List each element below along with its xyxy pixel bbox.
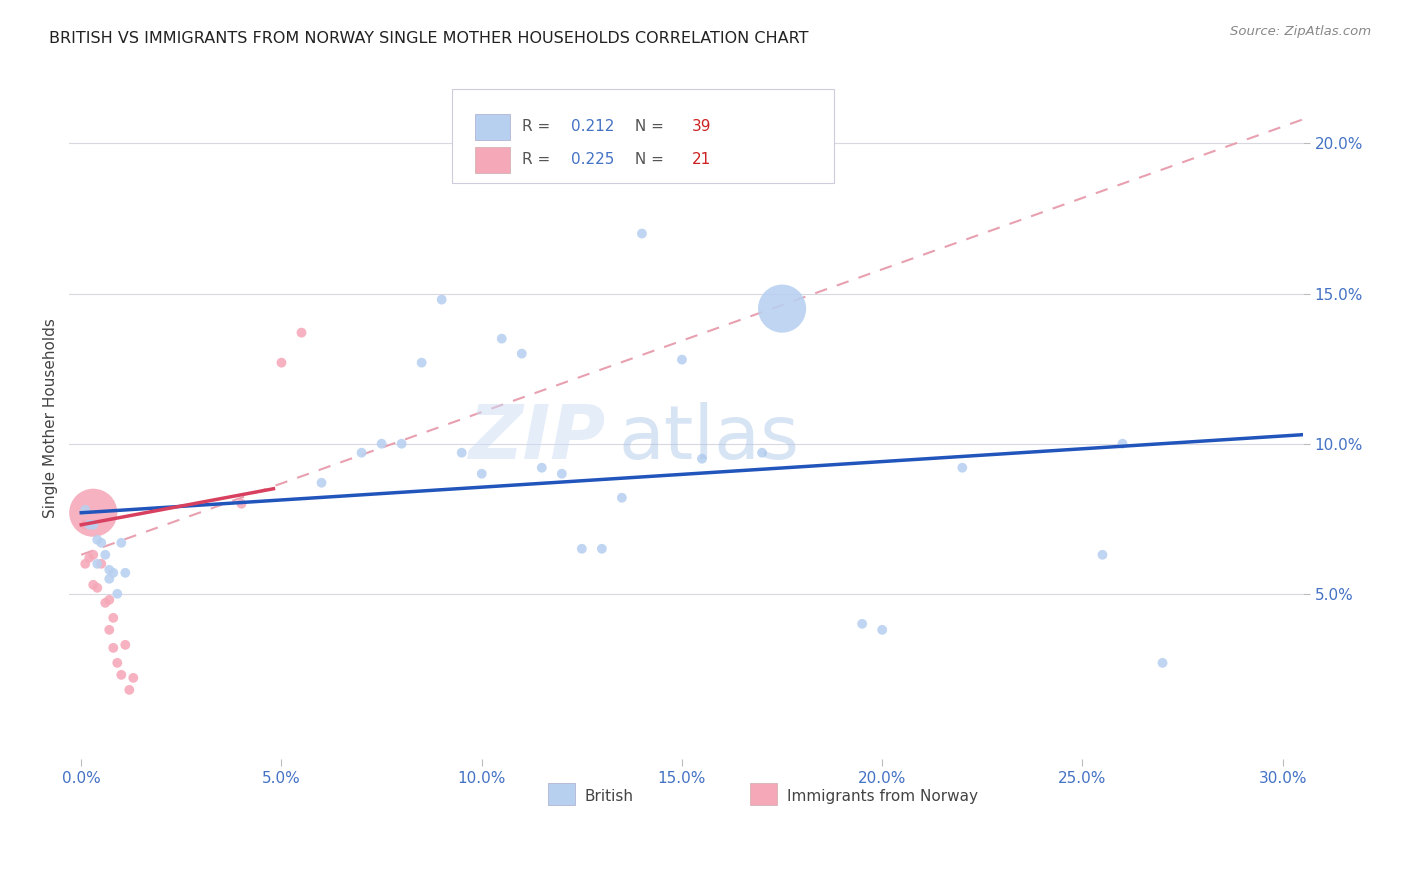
Y-axis label: Single Mother Households: Single Mother Households — [44, 318, 58, 518]
Point — [77, 517, 100, 532]
Point — [77, 550, 100, 565]
Point — [86, 557, 108, 571]
Point — [75, 517, 97, 532]
Point — [75, 502, 97, 516]
Point — [114, 638, 136, 652]
Point — [103, 640, 125, 655]
Text: Immigrants from Norway: Immigrants from Norway — [787, 789, 979, 804]
Point — [370, 436, 392, 450]
Point — [1111, 436, 1133, 450]
Bar — [475, 147, 509, 173]
Point — [551, 467, 574, 481]
Point — [90, 557, 112, 571]
Bar — [475, 114, 509, 140]
Text: 0.212: 0.212 — [571, 119, 614, 134]
Point — [105, 587, 128, 601]
Text: R =: R = — [522, 119, 555, 134]
Point — [671, 352, 693, 367]
Point — [110, 535, 132, 549]
Point — [870, 623, 893, 637]
Point — [98, 592, 121, 607]
Point — [114, 566, 136, 580]
Point — [82, 506, 104, 520]
Point — [610, 491, 633, 505]
Point — [98, 572, 121, 586]
Point — [98, 563, 121, 577]
Point — [98, 623, 121, 637]
Text: 0.225: 0.225 — [571, 152, 614, 167]
Point — [411, 356, 433, 370]
Point — [82, 578, 104, 592]
Point — [94, 596, 117, 610]
Point — [591, 541, 613, 556]
Point — [290, 326, 312, 340]
Point — [430, 293, 453, 307]
FancyBboxPatch shape — [451, 89, 834, 183]
Point — [1152, 656, 1174, 670]
Bar — [548, 783, 575, 805]
Point — [690, 451, 713, 466]
Point — [510, 346, 533, 360]
Point — [82, 548, 104, 562]
Text: R =: R = — [522, 152, 555, 167]
Point — [770, 301, 793, 316]
Point — [82, 517, 104, 532]
Text: atlas: atlas — [619, 402, 799, 475]
Point — [270, 356, 292, 370]
Point — [90, 535, 112, 549]
Text: BRITISH VS IMMIGRANTS FROM NORWAY SINGLE MOTHER HOUSEHOLDS CORRELATION CHART: BRITISH VS IMMIGRANTS FROM NORWAY SINGLE… — [49, 31, 808, 46]
Point — [86, 533, 108, 547]
Point — [122, 671, 145, 685]
Point — [471, 467, 494, 481]
Point — [851, 616, 873, 631]
Bar — [751, 783, 778, 805]
Point — [311, 475, 333, 490]
Point — [118, 682, 141, 697]
Text: 39: 39 — [692, 119, 711, 134]
Point — [86, 581, 108, 595]
Point — [530, 460, 553, 475]
Point — [950, 460, 973, 475]
Text: N =: N = — [630, 119, 669, 134]
Point — [110, 668, 132, 682]
Text: Source: ZipAtlas.com: Source: ZipAtlas.com — [1230, 25, 1371, 38]
Point — [491, 332, 513, 346]
Point — [450, 446, 472, 460]
Text: ZIP: ZIP — [468, 402, 606, 475]
Point — [94, 548, 117, 562]
Point — [350, 446, 373, 460]
Point — [391, 436, 413, 450]
Point — [103, 566, 125, 580]
Point — [105, 656, 128, 670]
Text: British: British — [585, 789, 634, 804]
Point — [103, 611, 125, 625]
Point — [75, 557, 97, 571]
Point — [631, 227, 654, 241]
Point — [571, 541, 593, 556]
Text: N =: N = — [630, 152, 669, 167]
Text: 21: 21 — [692, 152, 711, 167]
Point — [1091, 548, 1114, 562]
Point — [751, 446, 773, 460]
Point — [231, 497, 253, 511]
